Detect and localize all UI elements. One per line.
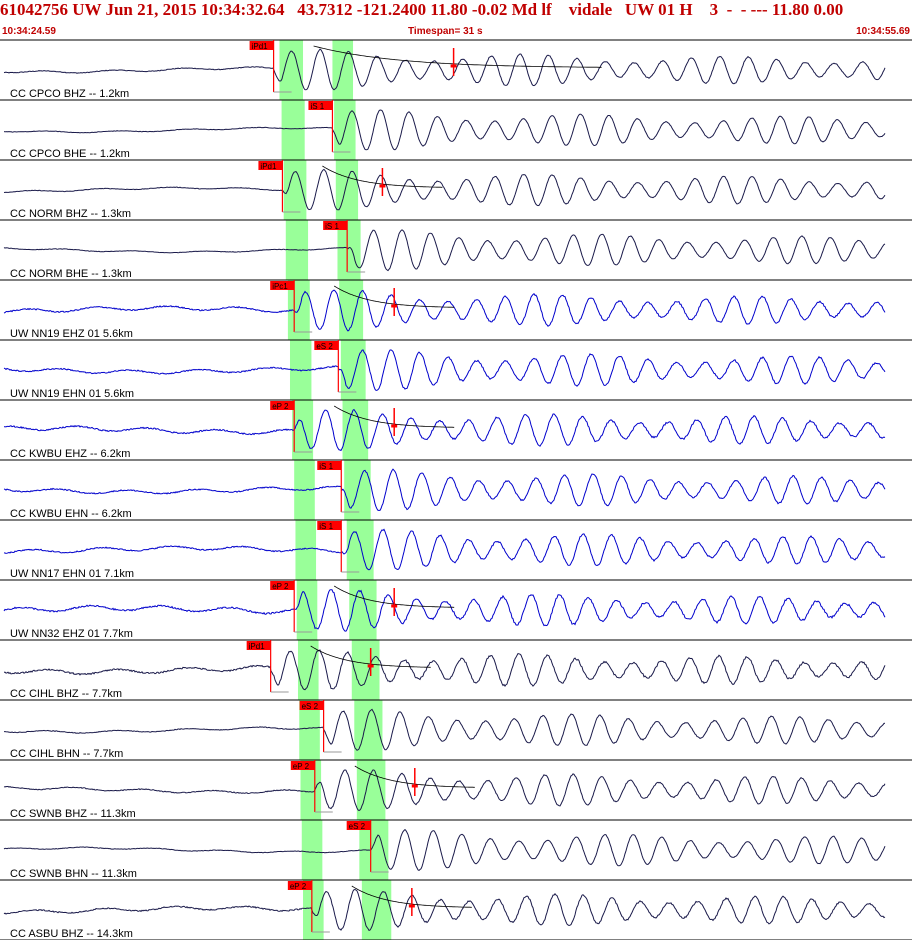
waveform-trace: [3, 109, 886, 151]
s-phase-band: [356, 760, 386, 820]
pick-label-box: [249, 41, 274, 50]
station-label: CC KWBU EHN -- 6.2km: [10, 508, 132, 520]
p-phase-band: [300, 760, 322, 820]
p-phase-band: [297, 640, 319, 700]
waveform-trace: [3, 528, 886, 571]
pick-label-box: [308, 101, 333, 110]
pick-label-box: [270, 581, 295, 590]
pick-label-box: [314, 341, 339, 350]
waveform-trace: [3, 769, 886, 812]
waveform-trace: [3, 408, 886, 452]
pick-label-box: [287, 881, 312, 890]
pick-label: iPd1: [252, 42, 269, 51]
p-phase-band: [279, 40, 304, 100]
waveform-trace: [3, 468, 886, 511]
pick-label: iPc1: [272, 282, 288, 291]
p-phase-band: [292, 400, 314, 460]
station-label: CC CPCO BHZ -- 1.2km: [10, 88, 129, 100]
s-phase-band: [339, 280, 364, 340]
pick-label-box: [258, 161, 283, 170]
station-label: CC NORM BHZ -- 1.3km: [10, 208, 131, 220]
waveform-trace: [3, 48, 886, 91]
s-phase-band: [346, 520, 374, 580]
s-phase-band: [340, 340, 366, 400]
start-time: 10:34:24.59: [2, 26, 56, 37]
p-phase-band: [283, 160, 307, 220]
p-phase-band: [281, 100, 305, 160]
pick-label-box: [270, 281, 295, 290]
waveform-trace: [3, 649, 886, 691]
station-label: CC CPCO BHE -- 1.2km: [10, 148, 130, 160]
waveform-trace: [3, 229, 886, 272]
pick-label-box: [290, 761, 315, 770]
station-label: CC NORM BHE -- 1.3km: [10, 268, 132, 280]
p-phase-band: [301, 820, 323, 880]
waveform-trace: [3, 168, 886, 211]
waveform-trace: [4, 708, 886, 751]
pick-label: eS 2: [349, 822, 366, 831]
pick-label-box: [317, 461, 342, 470]
coda-decay-curve: [313, 45, 602, 68]
timespan-label: Timespan= 31 s: [408, 26, 483, 37]
station-label: UW NN19 EHZ 01 5.6km: [10, 328, 133, 340]
station-label: CC SWNB BHN -- 11.3km: [10, 868, 137, 880]
s-phase-band: [335, 160, 359, 220]
pick-label: iS 1: [325, 222, 339, 231]
s-phase-band: [351, 640, 380, 700]
pick-label-box: [346, 821, 371, 830]
s-phase-band: [337, 220, 361, 280]
s-phase-band: [342, 400, 369, 460]
waveform-trace: [3, 828, 886, 871]
p-phase-band: [295, 520, 317, 580]
pick-label: iPd1: [249, 642, 266, 651]
waveform-trace: [3, 888, 886, 931]
pick-label-box: [299, 701, 324, 710]
pick-label: eS 2: [302, 702, 319, 711]
p-phase-band: [303, 880, 324, 940]
s-phase-band: [349, 580, 377, 640]
pick-label: eP 2: [272, 582, 289, 591]
waveform-trace: [3, 589, 886, 632]
s-phase-band: [332, 40, 354, 100]
pick-label: eP 2: [272, 402, 289, 411]
pick-label-box: [246, 641, 271, 650]
waveform-trace: [3, 289, 886, 332]
pick-label-box: [270, 401, 295, 410]
pick-label: iPd1: [260, 162, 277, 171]
station-label: UW NN17 EHN 01 7.1km: [10, 568, 134, 580]
pick-label: eP 2: [293, 762, 310, 771]
station-label: CC KWBU EHZ -- 6.2km: [10, 448, 130, 460]
end-time: 10:34:55.69: [856, 26, 910, 37]
p-phase-band: [296, 580, 318, 640]
station-label: CC CIHL BHN -- 7.7km: [10, 748, 123, 760]
pick-label: iS 1: [319, 522, 333, 531]
station-label: CC SWNB BHZ -- 11.3km: [10, 808, 136, 820]
station-label: UW NN32 EHZ 01 7.7km: [10, 628, 133, 640]
pick-label: iS 1: [319, 462, 333, 471]
s-phase-band: [354, 700, 383, 760]
pick-label: iS 1: [310, 102, 324, 111]
station-label: UW NN19 EHN 01 5.6km: [10, 388, 134, 400]
pick-label-box: [317, 521, 342, 530]
station-label: CC ASBU BHZ -- 14.3km: [10, 928, 133, 940]
station-label: CC CIHL BHZ -- 7.7km: [10, 688, 122, 700]
waveform-trace: [3, 349, 886, 391]
p-phase-band: [289, 340, 312, 400]
pick-label: eP 2: [290, 882, 307, 891]
p-phase-band: [299, 700, 320, 760]
pick-label: eS 2: [316, 342, 333, 351]
pick-label-box: [323, 221, 348, 230]
event-header: 61042756 UW Jun 21, 2015 10:34:32.64 43.…: [0, 0, 844, 19]
